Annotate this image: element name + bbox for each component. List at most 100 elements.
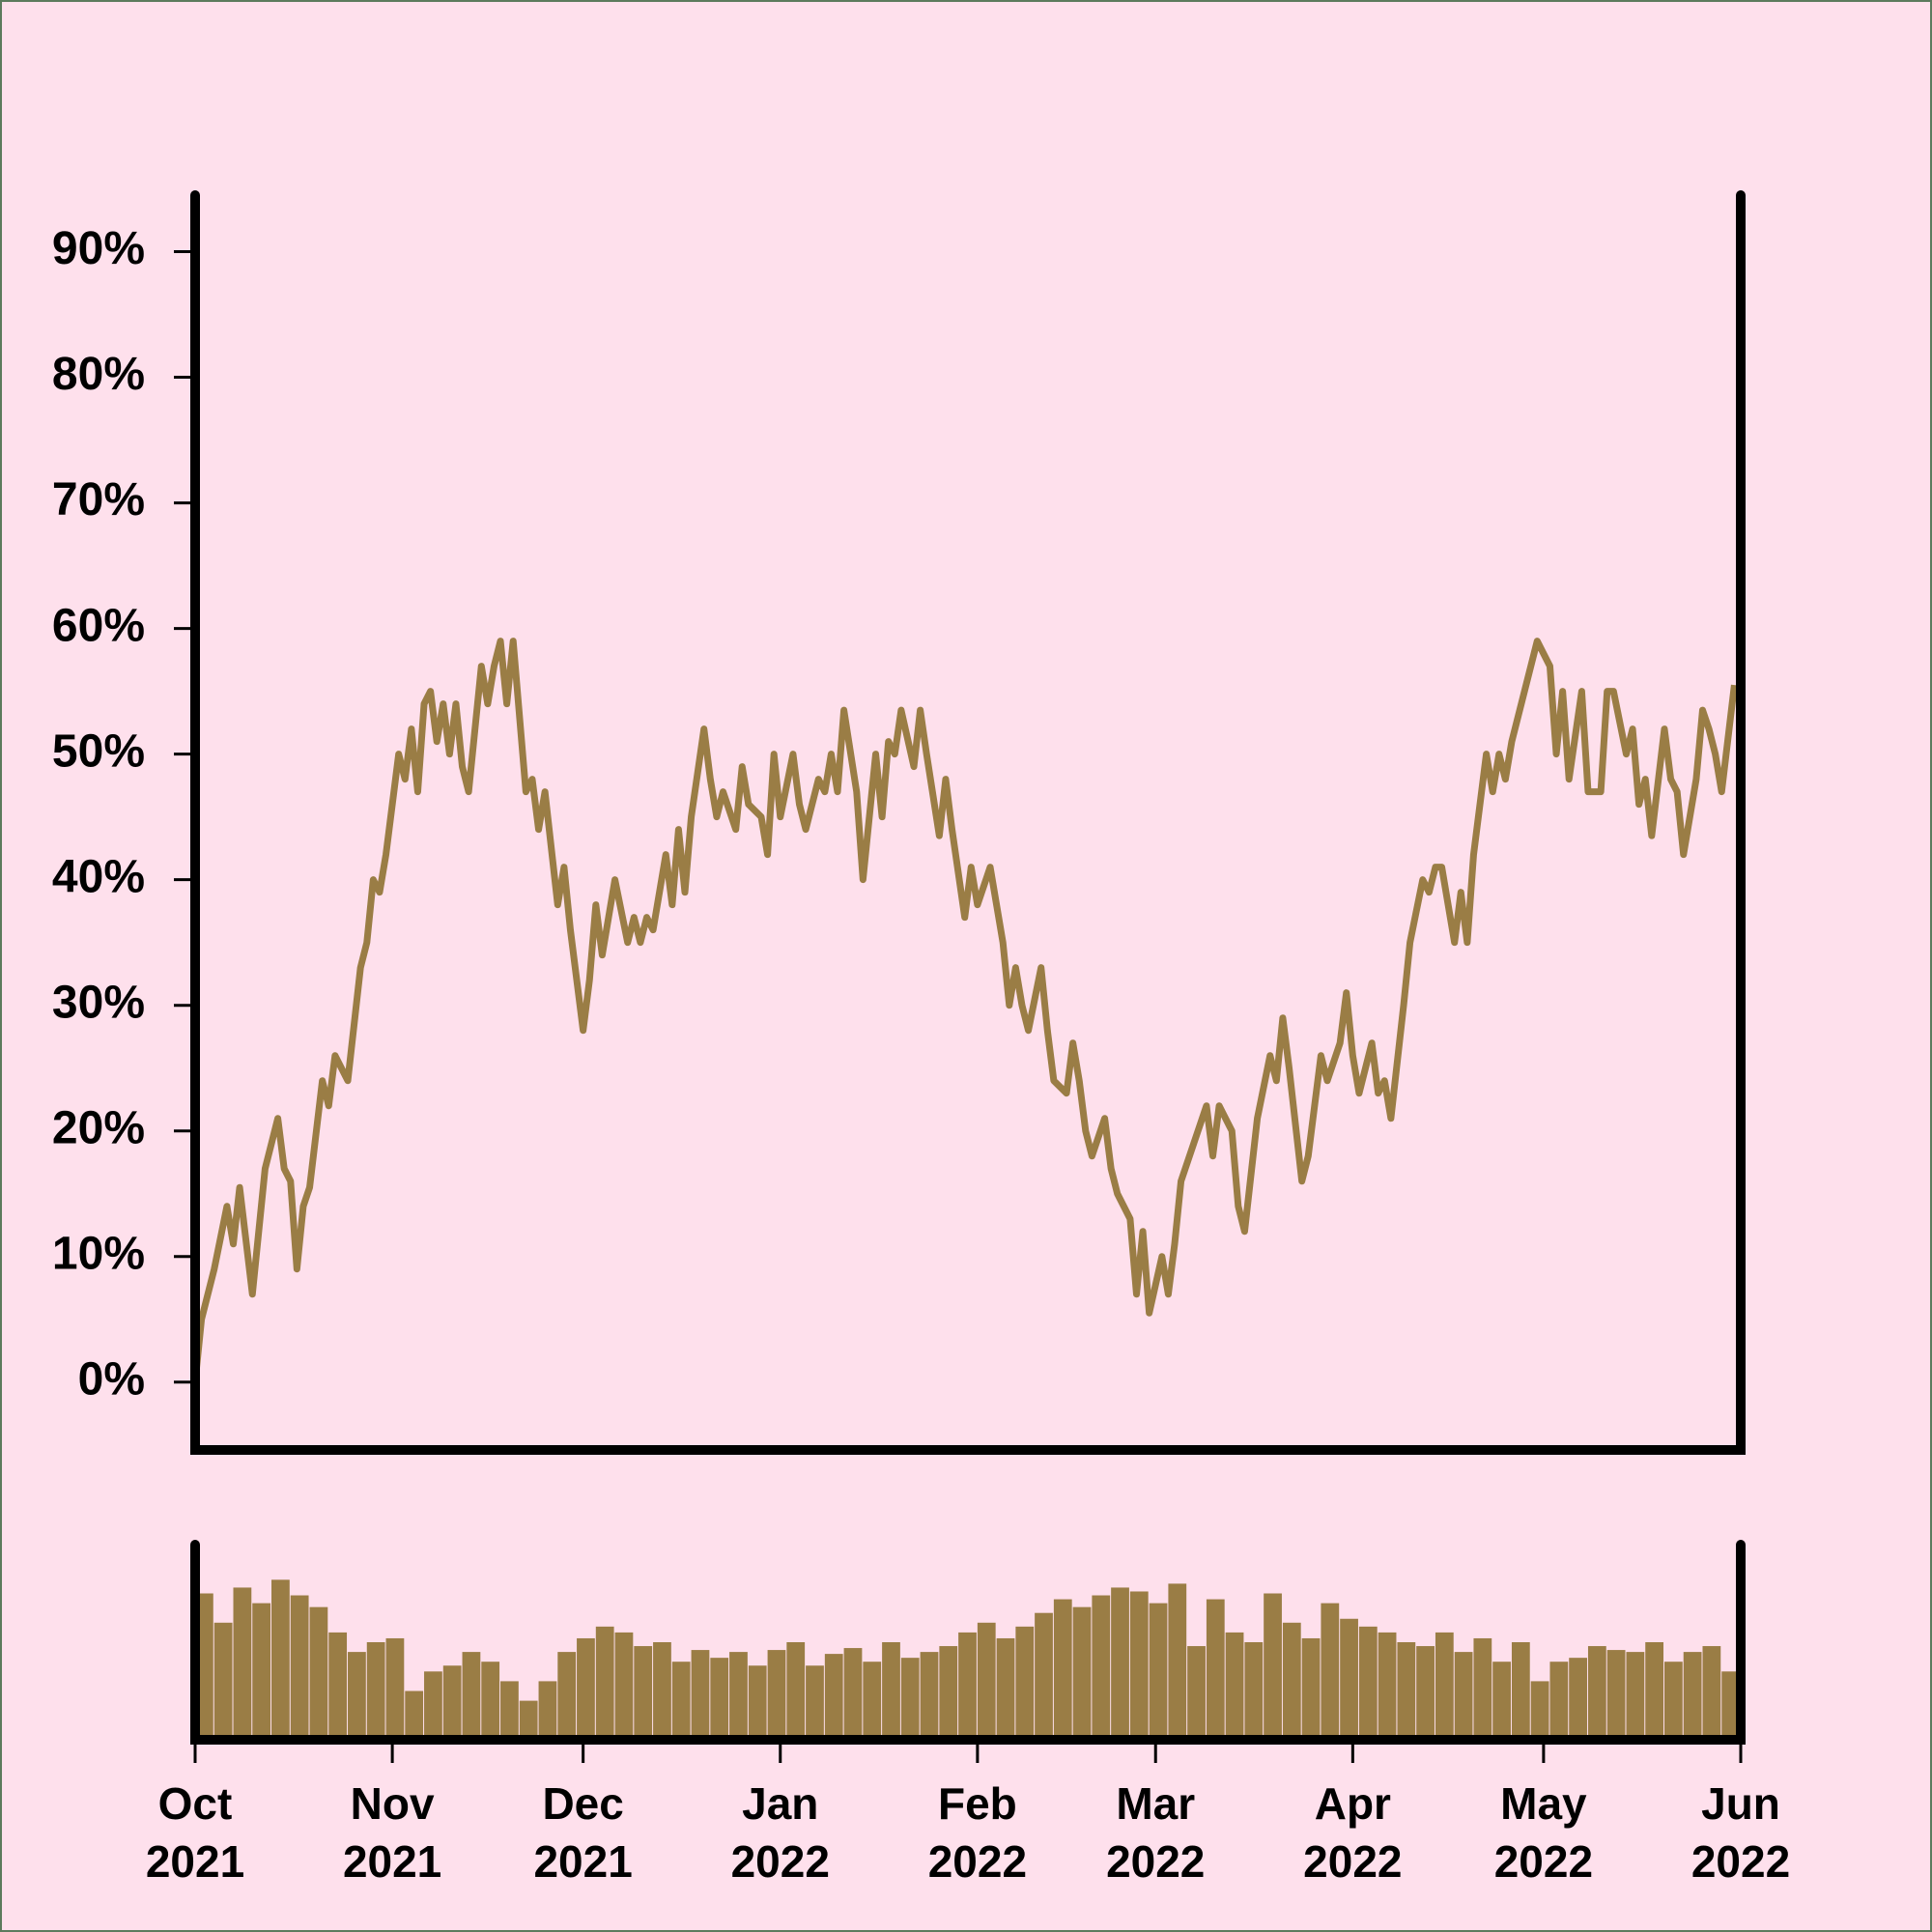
volume-bar: [900, 1658, 920, 1740]
volume-bar: [462, 1652, 481, 1740]
volume-bar: [1569, 1658, 1587, 1740]
y-tick-label: 40%: [52, 851, 145, 902]
volume-bar: [1072, 1606, 1092, 1740]
volume-bar: [538, 1681, 557, 1740]
volume-bar: [1244, 1642, 1264, 1740]
line: [191, 638, 1738, 1383]
volume-bar: [1492, 1662, 1511, 1740]
volume-bar: [653, 1642, 671, 1740]
volume-bar: [824, 1654, 843, 1740]
volume-bar: [213, 1622, 233, 1740]
volume-bar: [958, 1632, 977, 1740]
volume-bar: [1454, 1652, 1473, 1740]
volume-bar: [1340, 1618, 1358, 1740]
volume-bar: [1321, 1603, 1340, 1740]
volume-bar: [1053, 1599, 1072, 1740]
volume-bar: [1168, 1583, 1187, 1740]
volume-bar: [1473, 1637, 1492, 1740]
volume-bar: [1683, 1652, 1702, 1740]
x-tick-label: Jun 2022: [1690, 1778, 1791, 1887]
volume-bar: [1111, 1587, 1129, 1740]
x-tick-label: Dec 2021: [533, 1778, 633, 1887]
y-tick-label: 0%: [78, 1353, 145, 1405]
volume-bar: [1092, 1595, 1111, 1740]
volume-bar: [977, 1622, 996, 1740]
volume-bar: [1721, 1671, 1741, 1740]
volume-bar: [691, 1650, 710, 1740]
volume-bar: [729, 1652, 748, 1740]
volume-bar: [939, 1646, 958, 1740]
volume-bar: [1225, 1632, 1244, 1740]
y-tick-label: 70%: [52, 474, 145, 526]
volume-bar: [1702, 1646, 1721, 1740]
volume-bar: [557, 1652, 577, 1740]
y-tick-label: 90%: [52, 223, 145, 274]
volume-bar: [233, 1587, 252, 1740]
volume-bar: [481, 1662, 500, 1740]
volume-bar: [1606, 1650, 1626, 1740]
x-tick-label: Apr 2022: [1303, 1778, 1403, 1887]
volume-bar: [519, 1700, 538, 1740]
volume-bar: [1378, 1632, 1397, 1740]
x-tick-label: Nov 2021: [342, 1778, 442, 1887]
volume-bar: [1416, 1646, 1435, 1740]
volume-bar: [1149, 1603, 1168, 1740]
volume-bar: [767, 1650, 786, 1740]
x-tick-label: Mar 2022: [1106, 1778, 1206, 1887]
y-tick-label: 80%: [52, 349, 145, 400]
volume-bar: [348, 1652, 366, 1740]
volume-bar: [252, 1603, 271, 1740]
volume-bar: [424, 1671, 442, 1740]
volume-bar: [882, 1642, 900, 1740]
volume-bar: [671, 1662, 691, 1740]
y-tick-label: 60%: [52, 600, 145, 651]
volume-bar: [1301, 1637, 1321, 1740]
frame: [190, 190, 1746, 1455]
volume-bar: [328, 1632, 348, 1740]
x-tick-label: Oct 2021: [145, 1778, 245, 1887]
volume-bar: [1015, 1626, 1035, 1740]
volume-bar: [1626, 1652, 1645, 1740]
volume-bar: [1129, 1591, 1149, 1740]
volume-bar: [920, 1652, 939, 1740]
volume-bar: [1435, 1632, 1454, 1740]
volume-bar: [843, 1648, 863, 1740]
volume-bar: [1206, 1599, 1225, 1740]
volume-bar: [595, 1626, 614, 1740]
volume-bar: [1187, 1646, 1206, 1740]
volume-bar: [786, 1642, 806, 1740]
volume-bar: [614, 1632, 634, 1740]
volume-bar: [385, 1637, 405, 1740]
volume-bar: [405, 1690, 424, 1740]
volume-bar: [1282, 1622, 1301, 1740]
volume-bar: [500, 1681, 519, 1740]
volume-bar: [290, 1595, 309, 1740]
volume-bar: [309, 1606, 328, 1740]
y-tick-label: 20%: [52, 1102, 145, 1153]
volume-bar: [366, 1642, 385, 1740]
volume-bar: [806, 1665, 824, 1740]
volume-bar: [1663, 1662, 1683, 1740]
y-tick-label: 10%: [52, 1228, 145, 1279]
volume-bar: [271, 1579, 290, 1740]
volume-bar: [1587, 1646, 1606, 1740]
volume-bar: [577, 1637, 595, 1740]
volume-bar: [1035, 1612, 1053, 1740]
x-tick-label: Feb 2022: [927, 1778, 1028, 1887]
volume-bar: [1511, 1642, 1530, 1740]
volume-bar: [710, 1658, 729, 1740]
volume-bar: [1358, 1626, 1378, 1740]
volume-bar: [1645, 1642, 1663, 1740]
x-tick-label: May 2022: [1493, 1778, 1594, 1887]
volume-bar: [1549, 1662, 1569, 1740]
volume-bar: [1264, 1593, 1282, 1740]
volume-bar: [863, 1662, 882, 1740]
y-tick-label: 50%: [52, 725, 145, 777]
volume-bar: [442, 1665, 462, 1740]
frame: [190, 1540, 1746, 1745]
volume-bar: [1397, 1642, 1416, 1740]
volume-bar: [1530, 1681, 1549, 1740]
x-tick-label: Jan 2022: [730, 1778, 830, 1887]
